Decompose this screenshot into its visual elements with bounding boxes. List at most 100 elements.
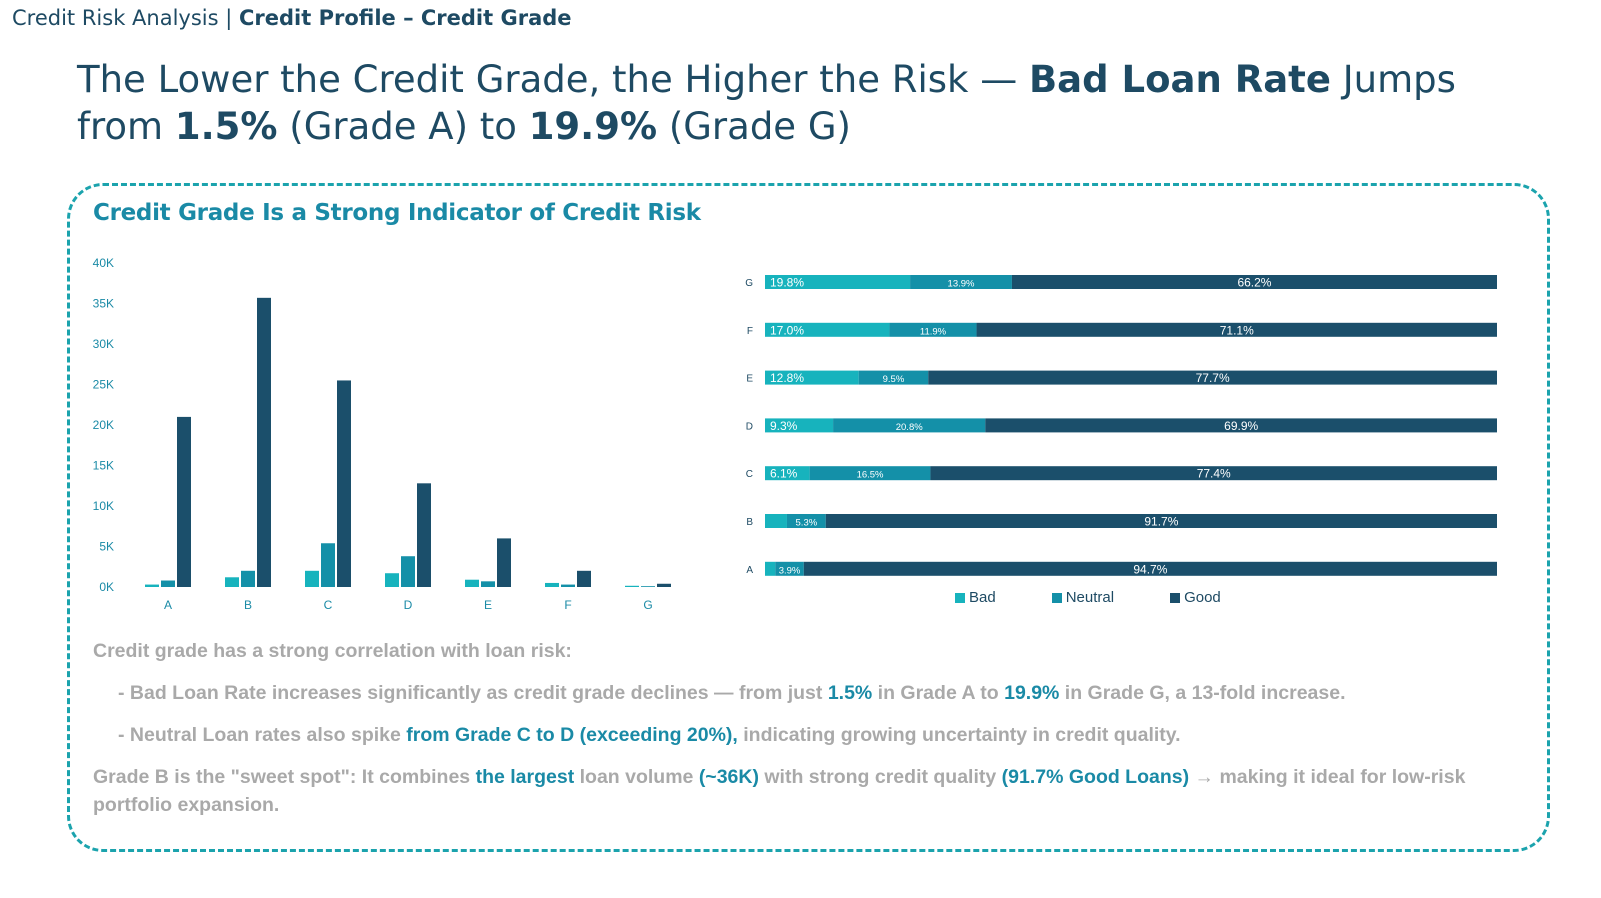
insight-text: indicating growing uncertainty in credit… xyxy=(737,724,1181,746)
insight-bullet: - Bad Loan Rate increases significantly … xyxy=(118,679,1558,707)
segment-good xyxy=(985,418,1497,433)
chart-legend: Bad Neutral Good xyxy=(955,589,1277,606)
insight-text: with strong credit quality xyxy=(758,766,1002,788)
legend-label: Neutral xyxy=(1065,589,1115,606)
bar-good xyxy=(257,297,271,587)
segment-bad xyxy=(765,418,834,433)
data-label: 77.7% xyxy=(1196,371,1230,385)
segment-good xyxy=(930,466,1497,481)
headline-emphasis: 19.9% xyxy=(528,105,658,148)
data-label: 9.3% xyxy=(770,419,798,433)
data-label: 17.0% xyxy=(770,323,804,337)
headline-part: (Grade G) xyxy=(657,105,851,148)
y-tick-label: E xyxy=(746,374,753,385)
y-tick-label: A xyxy=(746,565,753,576)
data-label: 91.7% xyxy=(1144,515,1178,529)
data-label: 66.2% xyxy=(1237,276,1271,290)
headline-part: (Grade A) to xyxy=(277,105,529,148)
data-label: 94.7% xyxy=(1133,562,1167,576)
headline-part: The Lower the Credit Grade, the Higher t… xyxy=(77,58,1029,101)
grouped-bar-chart: 0K 5K 10K 15K 20K 25K 30K 35K 40K A B C D E F G xyxy=(93,256,671,612)
data-label: 11.9% xyxy=(920,326,947,337)
x-tick-label: D xyxy=(404,598,413,612)
segment-good xyxy=(803,561,1497,576)
bar-neutral xyxy=(481,581,495,587)
bar-good xyxy=(177,416,191,587)
segment-good xyxy=(825,514,1497,528)
panel-title: Credit Grade Is a Strong Indicator of Cr… xyxy=(93,200,701,226)
segment-bad xyxy=(765,561,776,576)
data-label: 71.1% xyxy=(1220,323,1254,337)
insight-text: - Bad Loan Rate increases significantly … xyxy=(118,682,828,704)
bar-bad xyxy=(465,579,479,587)
bar-neutral xyxy=(241,570,255,587)
insight-highlight: 1.5% xyxy=(827,682,873,704)
y-tick-label: G xyxy=(745,278,753,289)
segment-bad xyxy=(765,322,890,337)
insight-highlight: the largest xyxy=(475,766,575,788)
bar-neutral xyxy=(321,543,335,587)
y-tick-label: 40K xyxy=(93,256,114,270)
bar-bad xyxy=(385,573,399,587)
segment-bad xyxy=(765,514,787,528)
legend-swatch-good xyxy=(1170,592,1181,603)
x-tick-label: F xyxy=(564,598,571,612)
y-tick-label: 0K xyxy=(99,580,114,594)
legend-swatch-bad xyxy=(955,592,965,603)
insight-bullet: - Neutral Loan rates also spike from Gra… xyxy=(118,721,1558,749)
bar-bad xyxy=(305,570,319,587)
insight-text: loan volume xyxy=(574,766,699,788)
bar-bad xyxy=(545,582,559,587)
bar-good xyxy=(337,380,351,587)
y-tick-label: F xyxy=(747,326,753,337)
bar-good xyxy=(657,583,671,587)
y-tick-label: C xyxy=(746,469,753,480)
headline-emphasis: 1.5% xyxy=(174,105,278,148)
insight-text: Grade B is the "sweet spot": It combines xyxy=(93,766,476,788)
segment-neutral xyxy=(775,561,804,576)
data-label: 12.8% xyxy=(770,371,804,385)
segment-bad xyxy=(765,370,859,385)
insight-conclusion: Grade B is the "sweet spot": It combines… xyxy=(93,763,1533,819)
insight-text: - Neutral Loan rates also spike xyxy=(118,724,407,746)
x-tick-label: G xyxy=(643,598,652,612)
insight-intro: Credit grade has a strong correlation wi… xyxy=(93,640,572,662)
data-label: 20.8% xyxy=(896,422,923,433)
insight-text: → making it ideal for low-risk portfolio… xyxy=(93,766,1466,816)
insight-highlight: (91.7% Good Loans) xyxy=(1001,766,1190,788)
insight-highlight: from Grade C to D (exceeding 20%), xyxy=(406,724,738,746)
bar-good xyxy=(417,483,431,587)
insight-text: in Grade A to xyxy=(872,682,1005,704)
insight-panel xyxy=(67,183,1550,852)
y-tick-label: 35K xyxy=(93,297,114,311)
segment-neutral xyxy=(786,514,826,528)
segment-good xyxy=(928,370,1497,385)
breadcrumb-section: Credit Risk Analysis | xyxy=(12,6,239,30)
stacked-bar-chart: G 19.8% 13.9% 66.2% F 17.0% 11.9% 71.1% E 12.8% 9.… xyxy=(745,275,1497,576)
y-tick-label: D xyxy=(746,421,753,432)
bar-good xyxy=(497,538,511,587)
y-tick-label: 30K xyxy=(93,337,114,351)
bar-bad xyxy=(225,577,239,587)
segment-good xyxy=(1011,275,1497,289)
segment-neutral xyxy=(833,418,986,433)
data-label: 9.5% xyxy=(883,374,905,385)
headline-emphasis: Bad Loan Rate xyxy=(1028,58,1331,101)
segment-bad xyxy=(765,466,810,481)
breadcrumb-page: Credit Profile – Credit Grade xyxy=(238,6,572,30)
insight-highlight: 19.9% xyxy=(1004,682,1060,704)
data-label: 5.3% xyxy=(796,518,818,529)
segment-neutral xyxy=(809,466,931,481)
x-tick-label: C xyxy=(324,598,333,612)
x-tick-label: A xyxy=(164,598,172,612)
data-label: 3.9% xyxy=(779,565,801,576)
bar-bad xyxy=(625,585,639,587)
bar-good xyxy=(577,570,591,587)
headline-part: from xyxy=(77,105,175,148)
bar-neutral xyxy=(561,584,575,587)
y-tick-label: B xyxy=(746,517,753,528)
y-tick-label: 20K xyxy=(93,418,114,432)
insight-text: in Grade G, a 13-fold increase. xyxy=(1059,682,1346,704)
bar-neutral xyxy=(641,586,655,587)
headline-part: Jumps xyxy=(1330,58,1456,101)
